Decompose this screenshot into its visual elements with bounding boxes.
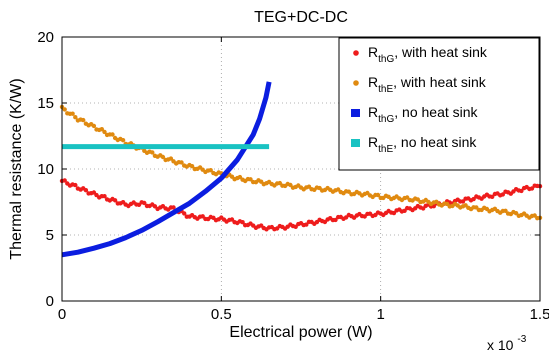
data-point bbox=[171, 205, 176, 210]
x-tick-label: 0 bbox=[58, 306, 66, 323]
data-point bbox=[150, 150, 155, 155]
x-multiplier-base: x 10 bbox=[487, 337, 514, 353]
data-point bbox=[179, 160, 184, 165]
series-line bbox=[61, 81, 272, 258]
data-point bbox=[375, 192, 381, 198]
y-tick-label: 0 bbox=[46, 293, 54, 310]
data-point bbox=[519, 188, 524, 194]
data-point bbox=[62, 178, 67, 183]
data-point bbox=[208, 168, 213, 173]
data-point bbox=[91, 123, 97, 129]
data-point bbox=[70, 111, 75, 116]
data-point bbox=[120, 138, 126, 143]
legend-marker bbox=[351, 139, 360, 147]
axis-ticks: 0 0.5 1 1.5 0 5 10 15 20 bbox=[37, 29, 549, 323]
data-point bbox=[189, 164, 195, 169]
x-tick-label: 0.5 bbox=[211, 306, 232, 323]
data-point bbox=[62, 107, 67, 112]
y-axis-title: Thermal resistance (K/W) bbox=[8, 78, 25, 259]
data-point bbox=[83, 188, 89, 193]
data-point bbox=[391, 210, 397, 216]
data-point bbox=[142, 200, 147, 206]
x-tick-label: 1 bbox=[376, 306, 384, 323]
legend-label: RthG, no heat sink bbox=[368, 104, 479, 125]
y-tick-label: 15 bbox=[37, 95, 54, 112]
data-point bbox=[102, 194, 107, 199]
x-tick-label: 1.5 bbox=[530, 306, 549, 323]
legend-label: RthG, with heat sink bbox=[368, 44, 488, 65]
legend-marker bbox=[351, 109, 360, 117]
legend-label: RthE, with heat sink bbox=[368, 74, 487, 95]
chart-title: TEG+DC-DC bbox=[254, 9, 348, 26]
legend-box bbox=[338, 37, 540, 171]
data-point bbox=[99, 127, 105, 132]
x-axis-title: Electrical power (W) bbox=[229, 324, 372, 341]
data-point bbox=[434, 199, 439, 204]
x-axis-multiplier: x 10 -3 bbox=[487, 334, 527, 353]
data-point bbox=[248, 177, 253, 182]
x-multiplier-exponent: -3 bbox=[517, 334, 526, 345]
data-point bbox=[112, 198, 118, 203]
y-tick-label: 20 bbox=[37, 29, 54, 46]
legend: RthG, with heat sink RthE, with heat sink… bbox=[338, 37, 540, 171]
data-point bbox=[160, 154, 166, 160]
data-point bbox=[102, 129, 107, 135]
data-point bbox=[182, 211, 187, 216]
series-3 bbox=[61, 81, 272, 258]
data-point bbox=[500, 192, 505, 197]
data-point bbox=[240, 220, 245, 225]
data-point bbox=[503, 208, 508, 213]
y-tick-label: 5 bbox=[46, 227, 54, 244]
data-point bbox=[73, 115, 78, 120]
data-point bbox=[110, 132, 115, 137]
data-point bbox=[529, 186, 535, 191]
series-layer bbox=[59, 81, 543, 258]
data-point bbox=[333, 217, 338, 223]
data-point bbox=[81, 117, 86, 123]
legend-marker bbox=[353, 80, 359, 86]
data-point bbox=[415, 197, 420, 202]
data-point bbox=[304, 222, 309, 227]
data-point bbox=[490, 194, 495, 199]
legend-marker bbox=[353, 50, 359, 56]
y-tick-label: 10 bbox=[37, 161, 54, 178]
legend-label: RthE, no heat sink bbox=[368, 134, 477, 155]
data-point bbox=[460, 199, 466, 204]
data-point bbox=[73, 182, 78, 188]
